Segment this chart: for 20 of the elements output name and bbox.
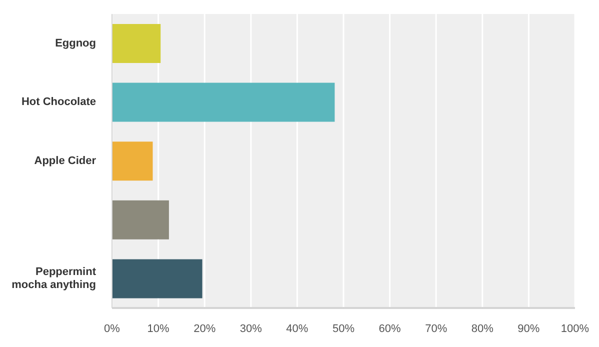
y-tick-label: Apple Cider <box>34 155 97 167</box>
y-tick-label: Peppermint mocha anything <box>12 266 96 292</box>
x-tick-label: 70% <box>425 322 448 335</box>
y-tick-label: Eggnog <box>55 37 96 50</box>
bar <box>112 142 153 181</box>
x-tick-label: 90% <box>518 322 540 335</box>
x-tick-label: 0% <box>104 322 120 335</box>
bar <box>112 24 161 63</box>
x-tick-label: 10% <box>147 322 170 335</box>
x-tick-label: 100% <box>560 322 590 335</box>
x-tick-label: 40% <box>286 322 308 335</box>
x-tick-label: 60% <box>378 322 402 335</box>
bar <box>112 259 202 298</box>
x-tick-label: 20% <box>194 322 216 335</box>
x-tick-label: 80% <box>471 322 494 335</box>
bar <box>112 200 169 240</box>
x-tick-label: 30% <box>240 322 262 335</box>
bar <box>112 82 335 122</box>
x-tick-label: 50% <box>332 322 355 335</box>
y-tick-label: Hot Chocolate <box>21 96 96 108</box>
